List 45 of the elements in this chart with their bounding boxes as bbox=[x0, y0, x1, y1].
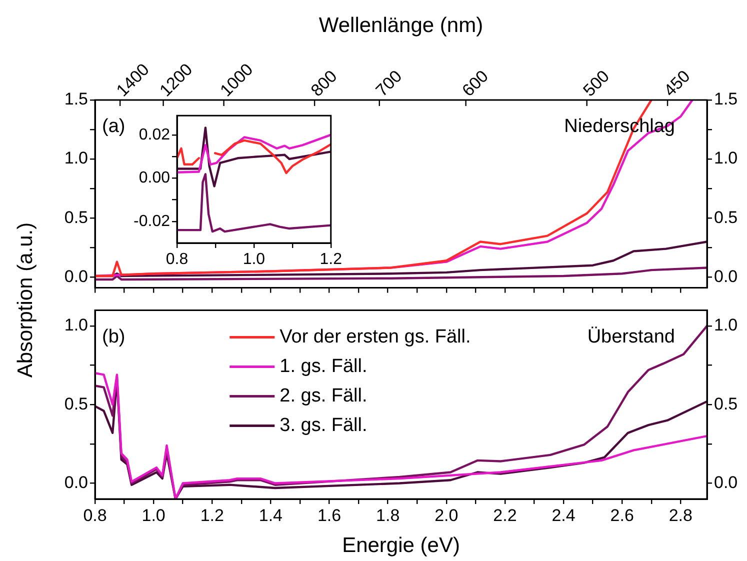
y-tick-label: 0.00 bbox=[138, 170, 170, 187]
annotation: 450 bbox=[660, 66, 694, 100]
x-tick-label: 1.2 bbox=[200, 506, 224, 525]
legend-label: Vor der ersten gs. Fäll. bbox=[280, 326, 471, 348]
x-tick-label: 1.6 bbox=[317, 506, 342, 525]
y2-tick-label: 1.0 bbox=[714, 148, 738, 168]
legend-label: 3. gs. Fäll. bbox=[280, 414, 368, 436]
y-tick-label: 0.0 bbox=[64, 266, 88, 286]
annotation: (a) bbox=[102, 116, 126, 138]
x-tick-label: 0.8 bbox=[83, 506, 107, 525]
x-tick-label: 2.2 bbox=[493, 506, 517, 525]
annotation: 700 bbox=[372, 66, 406, 100]
legend-label: 2. gs. Fäll. bbox=[280, 385, 368, 406]
y-axis-title: Absorption (a.u.) bbox=[14, 222, 38, 378]
annotation: 800 bbox=[307, 66, 341, 100]
x-tick-label: 2.8 bbox=[668, 506, 692, 525]
y2-tick-label: 0.5 bbox=[714, 208, 738, 227]
x-axis-title: Energie (eV) bbox=[342, 534, 460, 558]
y2-tick-label: 0.0 bbox=[714, 266, 738, 286]
y2-tick-label: 1.5 bbox=[714, 90, 738, 109]
y-tick-label: 0.02 bbox=[138, 126, 170, 144]
y2-tick-label: 0.5 bbox=[714, 394, 738, 414]
x2-axis-title: Wellenlänge (nm) bbox=[318, 14, 484, 37]
x-tick-label: 2.6 bbox=[610, 506, 634, 525]
annotation: 600 bbox=[458, 66, 492, 100]
x-tick-label: 1.4 bbox=[258, 506, 283, 525]
y2-tick-label: 0.0 bbox=[714, 472, 738, 492]
y-tick-label: 1.0 bbox=[64, 316, 88, 335]
y-tick-label: 0.0 bbox=[64, 472, 88, 492]
y-tick-label: 1.0 bbox=[64, 148, 88, 168]
annotation: (b) bbox=[102, 326, 126, 348]
y2-tick-label: 1.0 bbox=[714, 316, 738, 335]
y-tick-label: 0.5 bbox=[64, 394, 88, 414]
y-tick-label: -0.02 bbox=[134, 212, 170, 230]
y-tick-label: 0.5 bbox=[64, 208, 88, 227]
y-tick-label: 1.5 bbox=[64, 90, 88, 109]
legend-label: 1. gs. Fäll. bbox=[280, 356, 368, 377]
x-tick-label: 2.4 bbox=[552, 506, 576, 525]
annotation: Überstand bbox=[587, 326, 675, 348]
x-tick-label: 1.8 bbox=[376, 506, 400, 525]
annotation: 500 bbox=[580, 66, 614, 100]
x-tick-label: 0.8 bbox=[166, 251, 188, 268]
x-tick-label: 1.0 bbox=[242, 251, 266, 268]
x-tick-label: 2.0 bbox=[434, 506, 458, 525]
x-tick-label: 1.2 bbox=[320, 251, 342, 268]
